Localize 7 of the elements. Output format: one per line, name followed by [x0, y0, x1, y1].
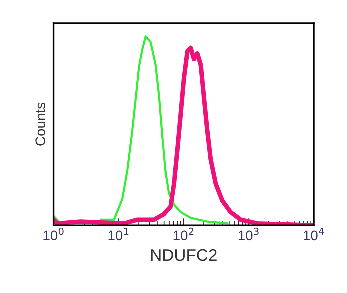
x-tick-label: 10$^{0}$ [44, 228, 64, 241]
x-axis-title: NDUFC2 [151, 249, 217, 262]
x-tick-label: 10$^{1}$ [108, 228, 129, 241]
x-tick-label: 10$^{3}$ [238, 228, 259, 241]
y-axis-title: Counts [36, 103, 46, 146]
x-tick-label: 10$^{2}$ [174, 228, 194, 241]
x-tick-label: 10$^{4}$ [304, 228, 324, 241]
